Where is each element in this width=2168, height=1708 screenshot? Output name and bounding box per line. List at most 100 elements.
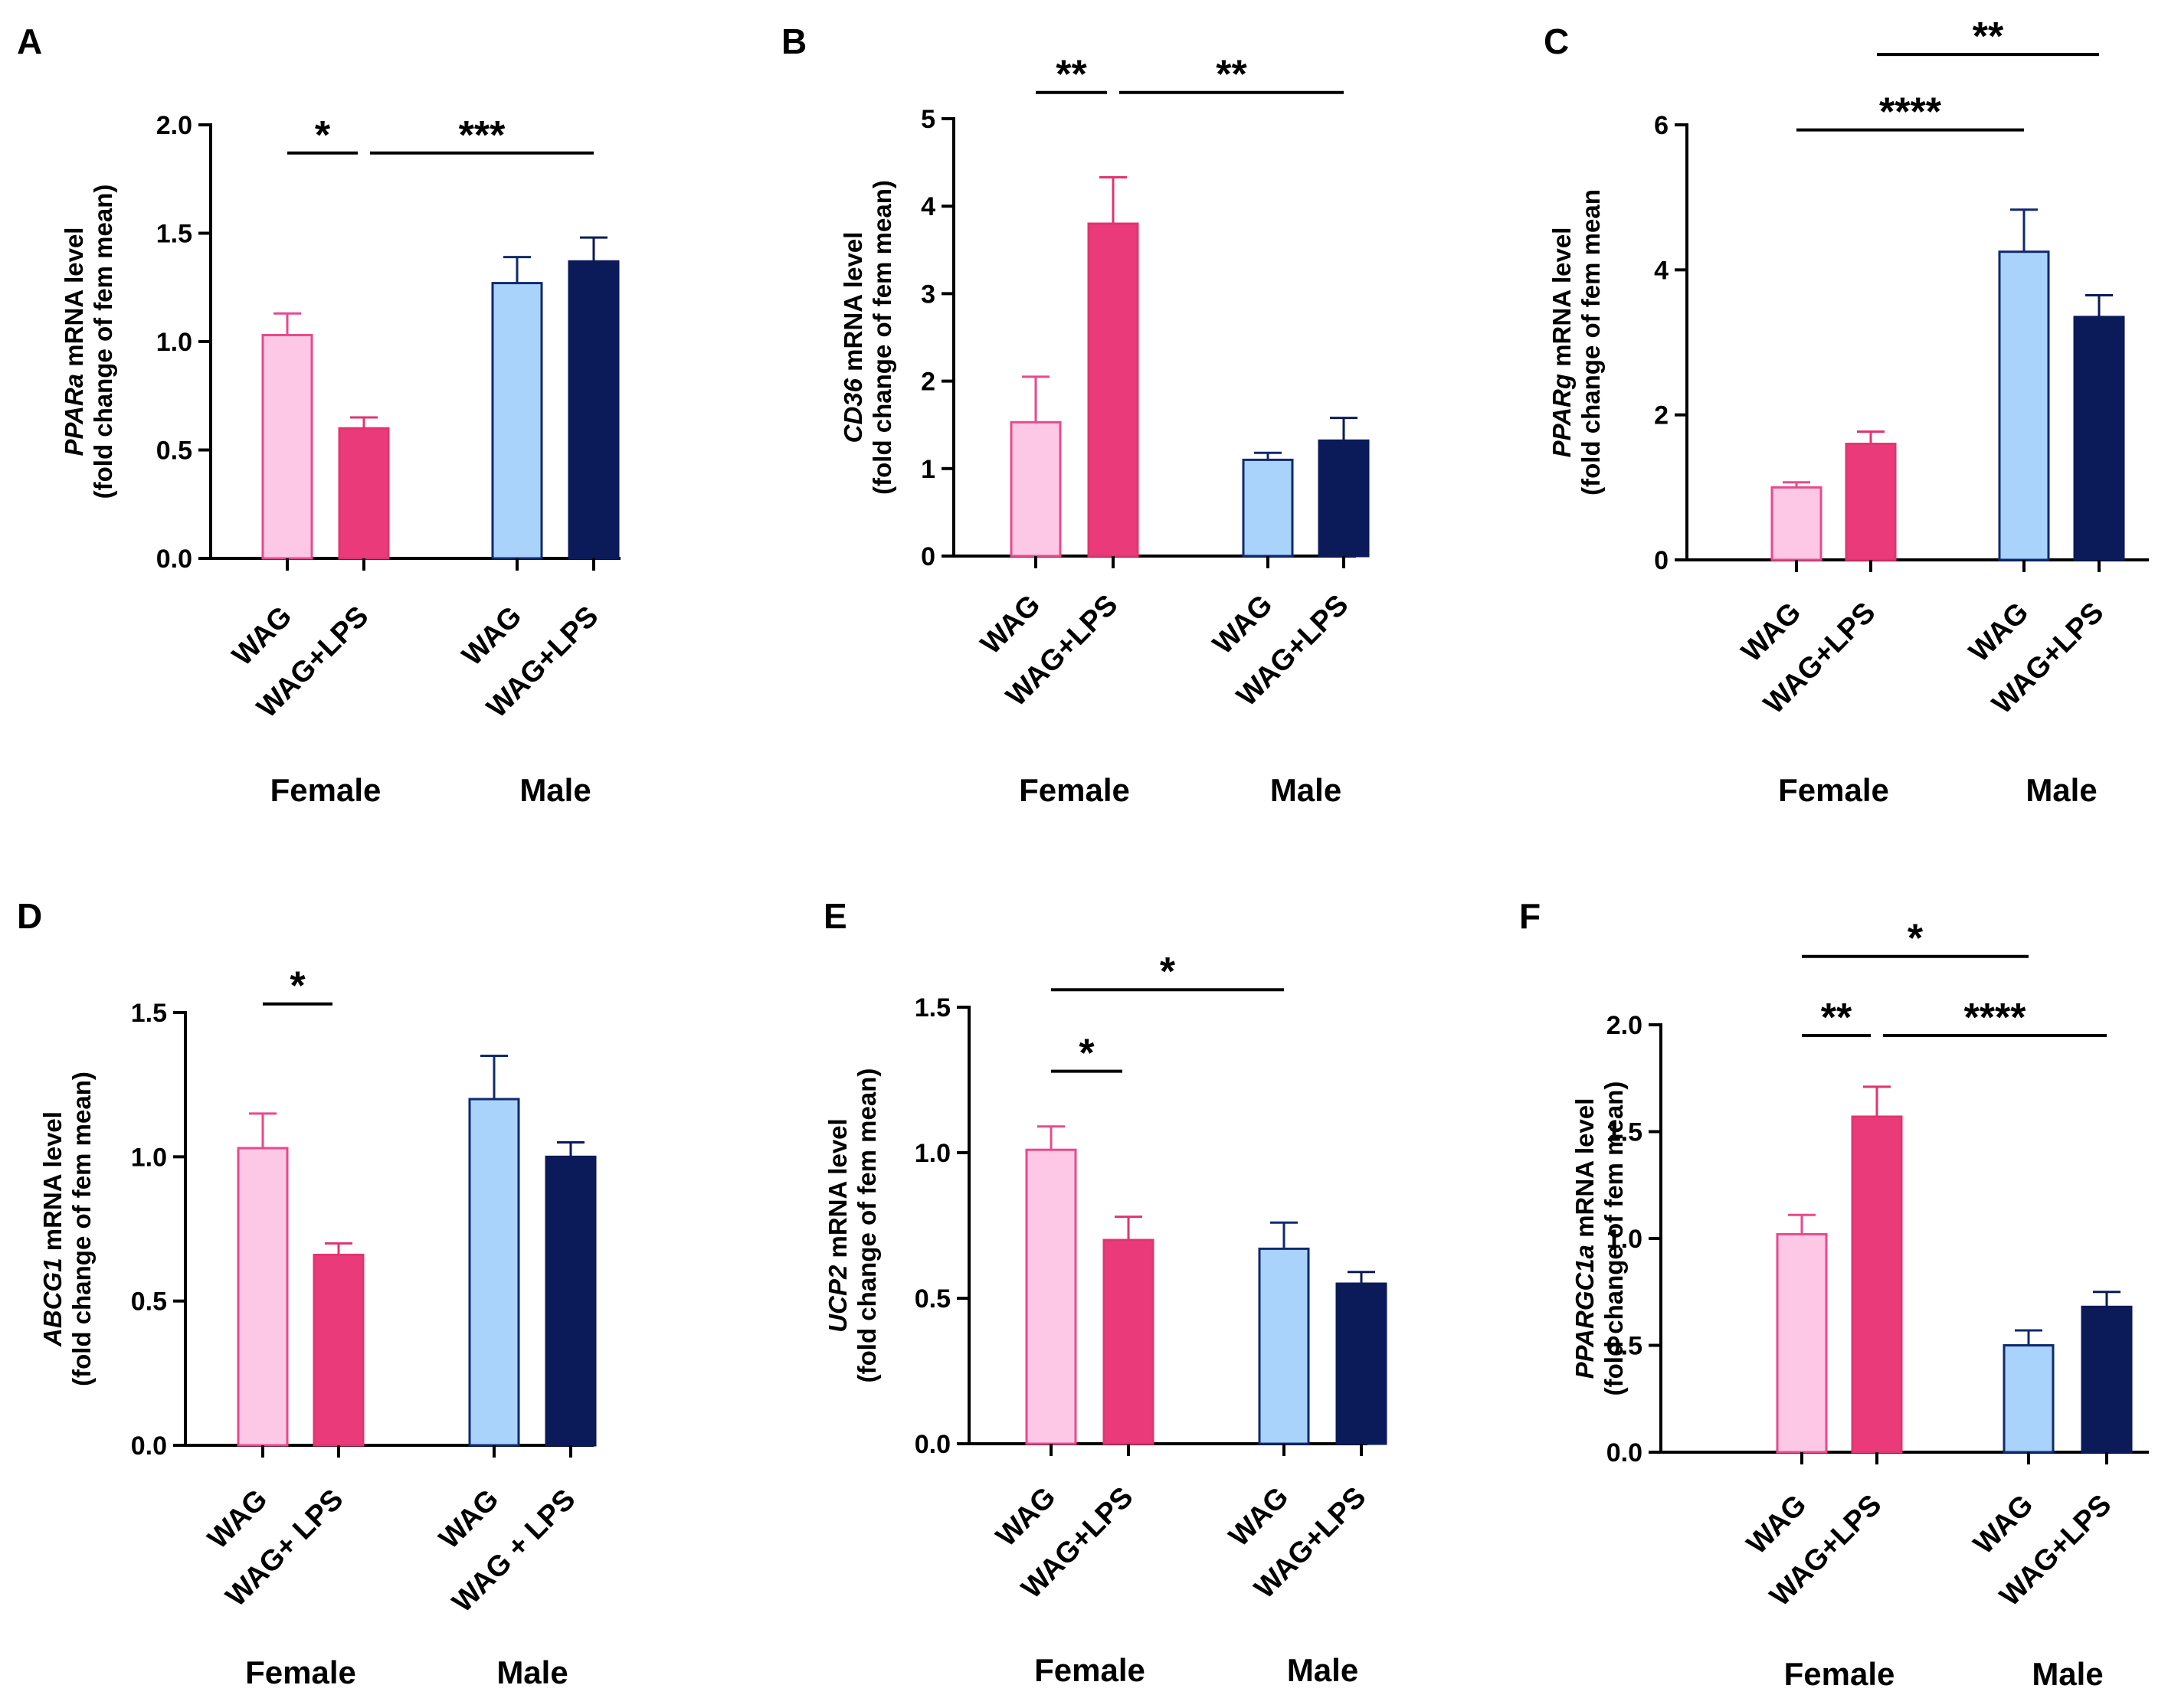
bar-male-wag-lps [568,260,620,560]
y-tick-label: 0 [1654,546,1669,575]
gene-name: PPARa [60,374,88,456]
y-tick-label: 1.5 [915,993,951,1023]
y-tick-label: 0.5 [131,1288,167,1317]
y-tick-label: 1.0 [131,1143,167,1172]
group-label-male: Male [519,772,591,808]
y-tick-label: 0.0 [156,545,192,574]
ylabel-line2: (fold change of fem mean [1577,189,1605,496]
significance-label: * [1160,950,1176,994]
gene-name: PPARg [1547,374,1576,457]
bar-female-wag [1010,420,1062,558]
y-tick-label: 1.0 [915,1139,951,1168]
group-label-male: Male [2026,772,2097,808]
ylabel-line2: (fold change of fem mean) [1600,1081,1628,1396]
category-label: WAG [1967,1489,2039,1561]
bar-female-wag-lps [313,1253,365,1447]
significance-label: * [1908,917,1924,961]
y-tick-label: 0.0 [131,1432,167,1461]
bar-male-wag [2003,1344,2055,1454]
panel-letter: C [1544,21,1569,61]
group-label-male: Male [1270,772,1341,808]
bar-male-wag-lps [2073,316,2125,561]
panel-letter: E [824,896,847,936]
ylabel-suffix: mRNA level [839,232,867,378]
y-tick-label: 1.0 [156,328,192,357]
category-label: WAG [456,600,528,672]
y-tick-label: 1.5 [156,220,192,249]
panel-letter: D [17,896,42,936]
bar-female-wag [1776,1232,1828,1454]
ylabel-suffix: mRNA level [38,1111,67,1258]
group-label-female: Female [1778,772,1889,808]
bar-female-wag [237,1147,289,1447]
ylabel-line2: (fold change of fem mean) [89,185,117,499]
y-tick-label: 0.5 [1606,1332,1642,1361]
panel-d: D 0.0 0.5 1.0 1.5 ABCG1 mRNA level(fold chang… [17,896,597,1690]
y-tick-label: 3 [921,280,935,309]
significance-label: **** [1879,90,1942,135]
panel-f: F 0.0 0.5 1.0 1.5 2.0 PPARGC1a mRNA level(fold… [1519,896,2149,1692]
category-label: WAG [990,1481,1062,1553]
gene-name: UCP2 [824,1265,852,1333]
y-tick-label: 4 [921,192,935,221]
significance-label: ** [1821,996,1852,1040]
group-label-female: Female [1784,1656,1895,1692]
bar-male-wag [1242,458,1294,558]
panel-letter: A [17,21,42,61]
significance-label: ** [1973,15,2004,59]
panel-c: C 0 2 4 6 PPARg mRNA level(fold change of fem… [1544,15,2149,808]
group-label-male: Male [1287,1652,1358,1688]
ylabel-line2: (fold change of fem mean) [868,180,896,495]
y-axis-label: UCP2 mRNA level(fold change of fem mean) [824,1068,881,1383]
category-label: WAG [1735,597,1807,669]
panel-letter: F [1519,896,1541,936]
gene-name: ABCG1 [38,1258,67,1347]
y-axis-label: CD36 mRNA level(fold change of fem mean) [839,180,896,495]
y-tick-label: 6 [1654,111,1669,140]
significance-label: * [1079,1032,1095,1076]
bar-female-wag-lps [338,427,390,560]
y-tick-label: 0.0 [915,1430,951,1459]
category-label: WAG [1963,597,2035,669]
significance-label: ** [1056,53,1087,97]
bar-female-wag-lps [1851,1115,1903,1454]
bar-male-wag-lps [545,1155,597,1447]
ylabel-suffix: mRNA level [60,227,88,374]
bar-female-wag [261,334,313,560]
category-label: WAG [974,589,1046,661]
bar-male-wag-lps [1318,439,1370,558]
bar-male-wag [468,1098,520,1447]
group-label-male: Male [2032,1656,2103,1692]
bar-male-wag [1258,1247,1310,1445]
panel-letter: B [781,21,807,61]
y-tick-label: 2.0 [1606,1011,1642,1040]
category-label: WAG [201,1484,273,1556]
ylabel-line2: (fold change of fem mean) [853,1068,881,1383]
ylabel-suffix: mRNA level [824,1118,852,1265]
group-label-female: Female [1019,772,1130,808]
panel-b: B 0 1 2 3 4 5 CD36 mRNA level(fold change of fe… [781,21,1370,808]
y-tick-label: 2 [921,368,935,397]
category-label: WAG [433,1484,505,1556]
panel-a: A 0.0 0.5 1.0 1.5 2.0 PPARa mRNA level(fold ch… [17,21,621,808]
category-label: WAG [1207,589,1279,661]
y-tick-label: 1 [921,455,935,484]
y-axis-label: PPARg mRNA level(fold change of fem mean [1547,189,1605,496]
significance-label: ** [1216,53,1247,97]
bar-male-wag-lps [1335,1282,1387,1445]
category-label: WAG [1741,1489,1813,1561]
significance-label: *** [459,113,506,158]
gene-name: PPARGC1a [1570,1245,1599,1379]
bar-male-wag [491,282,543,560]
bar-male-wag [1998,250,2050,561]
panel-e: E 0.0 0.5 1.0 1.5 UCP2 mRNA level(fold change… [824,896,1387,1688]
bar-female-wag [1770,486,1822,561]
bar-female-wag-lps [1845,443,1897,561]
y-axis-label: PPARGC1a mRNA level(fold change of fem m… [1570,1081,1628,1396]
category-label: WAG [226,600,298,672]
y-tick-label: 0.5 [156,437,192,466]
gene-name: CD36 [839,378,867,443]
y-tick-label: 0 [921,542,935,571]
category-label: WAG [1223,1481,1295,1553]
